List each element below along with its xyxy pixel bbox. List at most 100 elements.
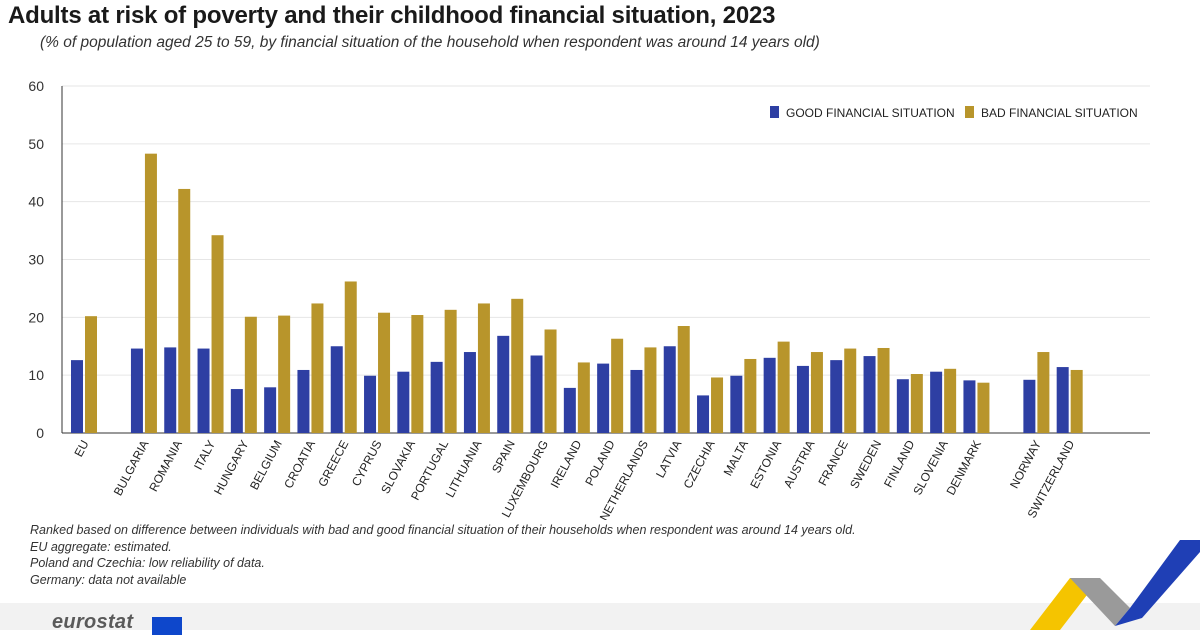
- legend-label-bad: BAD FINANCIAL SITUATION: [981, 106, 1138, 120]
- y-tick-label: 60: [28, 78, 44, 94]
- bar-good-estonia: [763, 357, 776, 433]
- bar-bad-latvia: [677, 326, 690, 433]
- bar-good-poland: [597, 363, 610, 433]
- bar-bad-portugal: [444, 309, 457, 433]
- chart-subtitle: (% of population aged 25 to 59, by finan…: [40, 34, 820, 51]
- bar-good-belgium: [264, 387, 277, 433]
- bar-good-czechia: [697, 395, 710, 433]
- bar-bad-estonia: [777, 341, 790, 433]
- bar-bad-belgium: [278, 315, 291, 433]
- eurostat-logo: eurostat: [52, 611, 134, 633]
- x-tick-label: ROMANIA: [146, 438, 185, 494]
- x-tick-label: BULGARIA: [111, 438, 152, 498]
- bar-good-switzerland: [1056, 367, 1069, 433]
- x-tick-label: CZECHIA: [681, 438, 718, 491]
- x-tick-label: ITALY: [191, 438, 218, 472]
- bar-good-finland: [896, 379, 909, 433]
- x-tick-label: FINLAND: [881, 438, 918, 490]
- bar-good-slovenia: [930, 371, 943, 433]
- bar-bad-spain: [511, 298, 524, 433]
- x-tick-label: CYPRUS: [349, 438, 385, 489]
- bar-good-croatia: [297, 369, 310, 433]
- x-tick-label: GREECE: [315, 438, 351, 489]
- bar-bad-romania: [178, 188, 191, 433]
- bar-good-luxembourg: [530, 355, 543, 433]
- bar-bad-czechia: [711, 377, 724, 433]
- bar-bad-luxembourg: [544, 329, 557, 433]
- legend-swatch-bad: [965, 106, 974, 118]
- bar-bad-hungary: [244, 316, 257, 433]
- bar-bad-norway: [1037, 352, 1050, 433]
- x-tick-label: LATVIA: [653, 438, 684, 480]
- bar-bad-finland: [910, 374, 923, 433]
- x-tick-label: DENMARK: [944, 438, 985, 498]
- bar-bad-lithuania: [477, 303, 490, 433]
- bar-good-eu: [71, 360, 83, 433]
- bar-bad-slovenia: [944, 368, 957, 433]
- bar-bad-poland: [611, 338, 624, 433]
- bar-good-denmark: [963, 380, 976, 433]
- bar-bad-bulgaria: [144, 153, 157, 434]
- x-tick-label: POLAND: [582, 438, 618, 488]
- bar-bad-netherlands: [644, 347, 657, 433]
- legend-swatch-good: [770, 106, 779, 118]
- bar-bad-greece: [344, 281, 357, 433]
- footnote-ranking: Ranked based on difference between indiv…: [30, 523, 856, 537]
- footer-bar: [0, 603, 1200, 630]
- x-tick-label: BELGIUM: [247, 438, 285, 492]
- bar-good-bulgaria: [130, 348, 143, 433]
- footnote-germany: Germany: data not available: [30, 572, 187, 587]
- x-tick-label: SWEDEN: [847, 438, 884, 491]
- x-tick-label: SPAIN: [489, 438, 518, 476]
- eu-flag-icon: [152, 617, 182, 635]
- bar-bad-cyprus: [378, 312, 391, 433]
- bar-good-cyprus: [364, 375, 377, 433]
- bar-good-malta: [730, 375, 743, 433]
- bar-good-lithuania: [463, 352, 476, 433]
- bar-good-ireland: [563, 387, 576, 433]
- bar-good-hungary: [230, 389, 243, 433]
- y-tick-label: 10: [28, 367, 44, 383]
- legend-label-good: GOOD FINANCIAL SITUATION: [786, 106, 955, 120]
- footnote-reliability: Poland and Czechia: low reliability of d…: [30, 556, 265, 570]
- chart-title: Adults at risk of poverty and their chil…: [8, 2, 776, 29]
- y-tick-label: 20: [28, 309, 44, 325]
- bar-good-norway: [1023, 379, 1036, 433]
- bar-bad-croatia: [311, 303, 324, 433]
- bar-bad-switzerland: [1070, 369, 1083, 433]
- bar-good-portugal: [430, 361, 443, 433]
- decorative-swoosh-icon: [1030, 540, 1200, 630]
- footnote-eu: EU aggregate: estimated.: [30, 539, 172, 554]
- bar-good-sweden: [863, 356, 876, 433]
- y-tick-label: 40: [28, 194, 44, 210]
- bar-good-netherlands: [630, 369, 643, 433]
- bar-good-france: [830, 360, 843, 433]
- bar-bad-sweden: [877, 347, 890, 433]
- y-tick-label: 30: [28, 252, 44, 268]
- bar-good-austria: [796, 365, 809, 433]
- bar-good-slovakia: [397, 371, 410, 433]
- bar-good-spain: [497, 335, 510, 433]
- bar-good-latvia: [663, 346, 676, 433]
- x-tick-label: HUNGARY: [211, 438, 251, 497]
- y-tick-label: 0: [36, 425, 44, 441]
- x-tick-label: AUSTRIA: [781, 438, 818, 490]
- bar-bad-ireland: [577, 362, 590, 433]
- x-tick-label: CROATIA: [281, 438, 318, 491]
- bar-bad-slovakia: [411, 315, 424, 433]
- bar-bad-france: [844, 348, 857, 433]
- bar-bad-eu: [85, 316, 97, 433]
- x-tick-label: FRANCE: [815, 438, 851, 488]
- bar-good-romania: [164, 347, 177, 433]
- bar-bad-italy: [211, 235, 224, 433]
- bar-bad-malta: [744, 358, 757, 433]
- y-tick-label: 50: [28, 136, 44, 152]
- bar-good-greece: [330, 346, 343, 433]
- x-tick-label: NORWAY: [1007, 438, 1044, 491]
- footnotes: Ranked based on difference between indiv…: [30, 522, 856, 588]
- x-tick-label: ESTONIA: [747, 438, 784, 491]
- x-tick-label: MALTA: [721, 438, 751, 478]
- x-tick-label: EU: [71, 438, 91, 459]
- x-tick-label: IRELAND: [548, 438, 585, 491]
